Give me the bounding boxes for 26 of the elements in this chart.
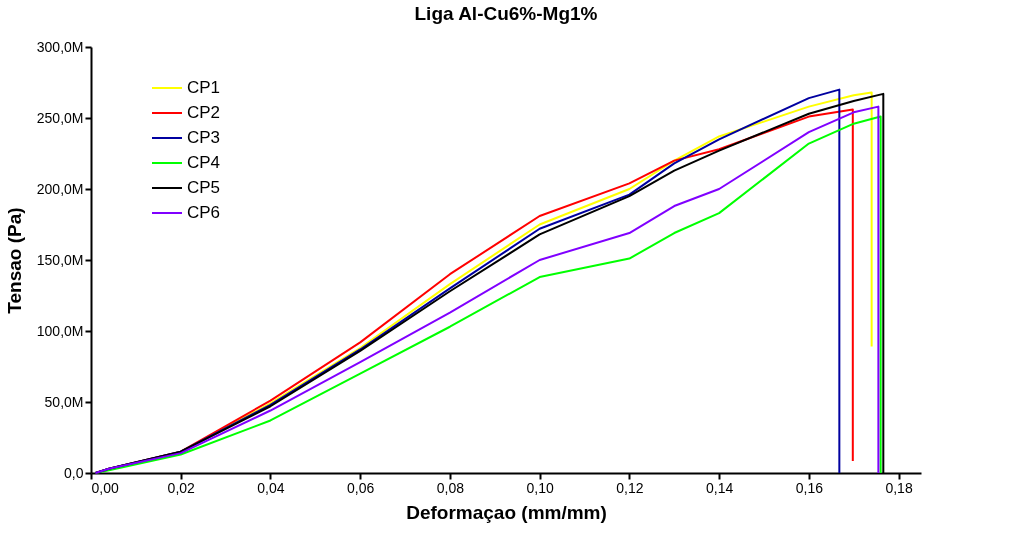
legend-label: CP1 bbox=[187, 78, 221, 97]
y-tick-label: 300,0M bbox=[36, 38, 84, 55]
x-tick-label: 0,04 bbox=[257, 479, 285, 496]
x-tick-label: 0,10 bbox=[526, 479, 554, 496]
y-tick-label: 0,0 bbox=[64, 464, 84, 481]
x-tick-label: 0,16 bbox=[795, 479, 824, 496]
chart-title: Liga Al-Cu6%-Mg1% bbox=[414, 3, 598, 24]
x-tick-label: 0,12 bbox=[616, 479, 644, 496]
legend-label: CP2 bbox=[187, 103, 221, 122]
x-tick-label: 0,14 bbox=[705, 479, 734, 496]
y-tick-label: 150,0M bbox=[36, 251, 84, 268]
legend-label: CP4 bbox=[187, 153, 221, 172]
y-axis-title: Tensao (Pa) bbox=[3, 207, 25, 314]
legend-label: CP6 bbox=[187, 203, 221, 222]
x-tick-label: 0,18 bbox=[885, 479, 913, 496]
y-tick-label: 50,0M bbox=[44, 393, 84, 410]
x-axis-title: Deformaçao (mm/mm) bbox=[406, 501, 607, 523]
y-tick-label: 200,0M bbox=[36, 180, 84, 197]
x-tick-label: 0,08 bbox=[436, 479, 465, 496]
legend-label: CP5 bbox=[187, 178, 221, 197]
y-tick-label: 100,0M bbox=[36, 322, 84, 339]
legend-label: CP3 bbox=[187, 128, 221, 147]
x-tick-label: 0,06 bbox=[347, 479, 375, 496]
x-tick-label: 0,02 bbox=[167, 479, 196, 496]
x-tick-label: 0,00 bbox=[91, 479, 119, 496]
y-tick-label: 250,0M bbox=[36, 109, 84, 126]
